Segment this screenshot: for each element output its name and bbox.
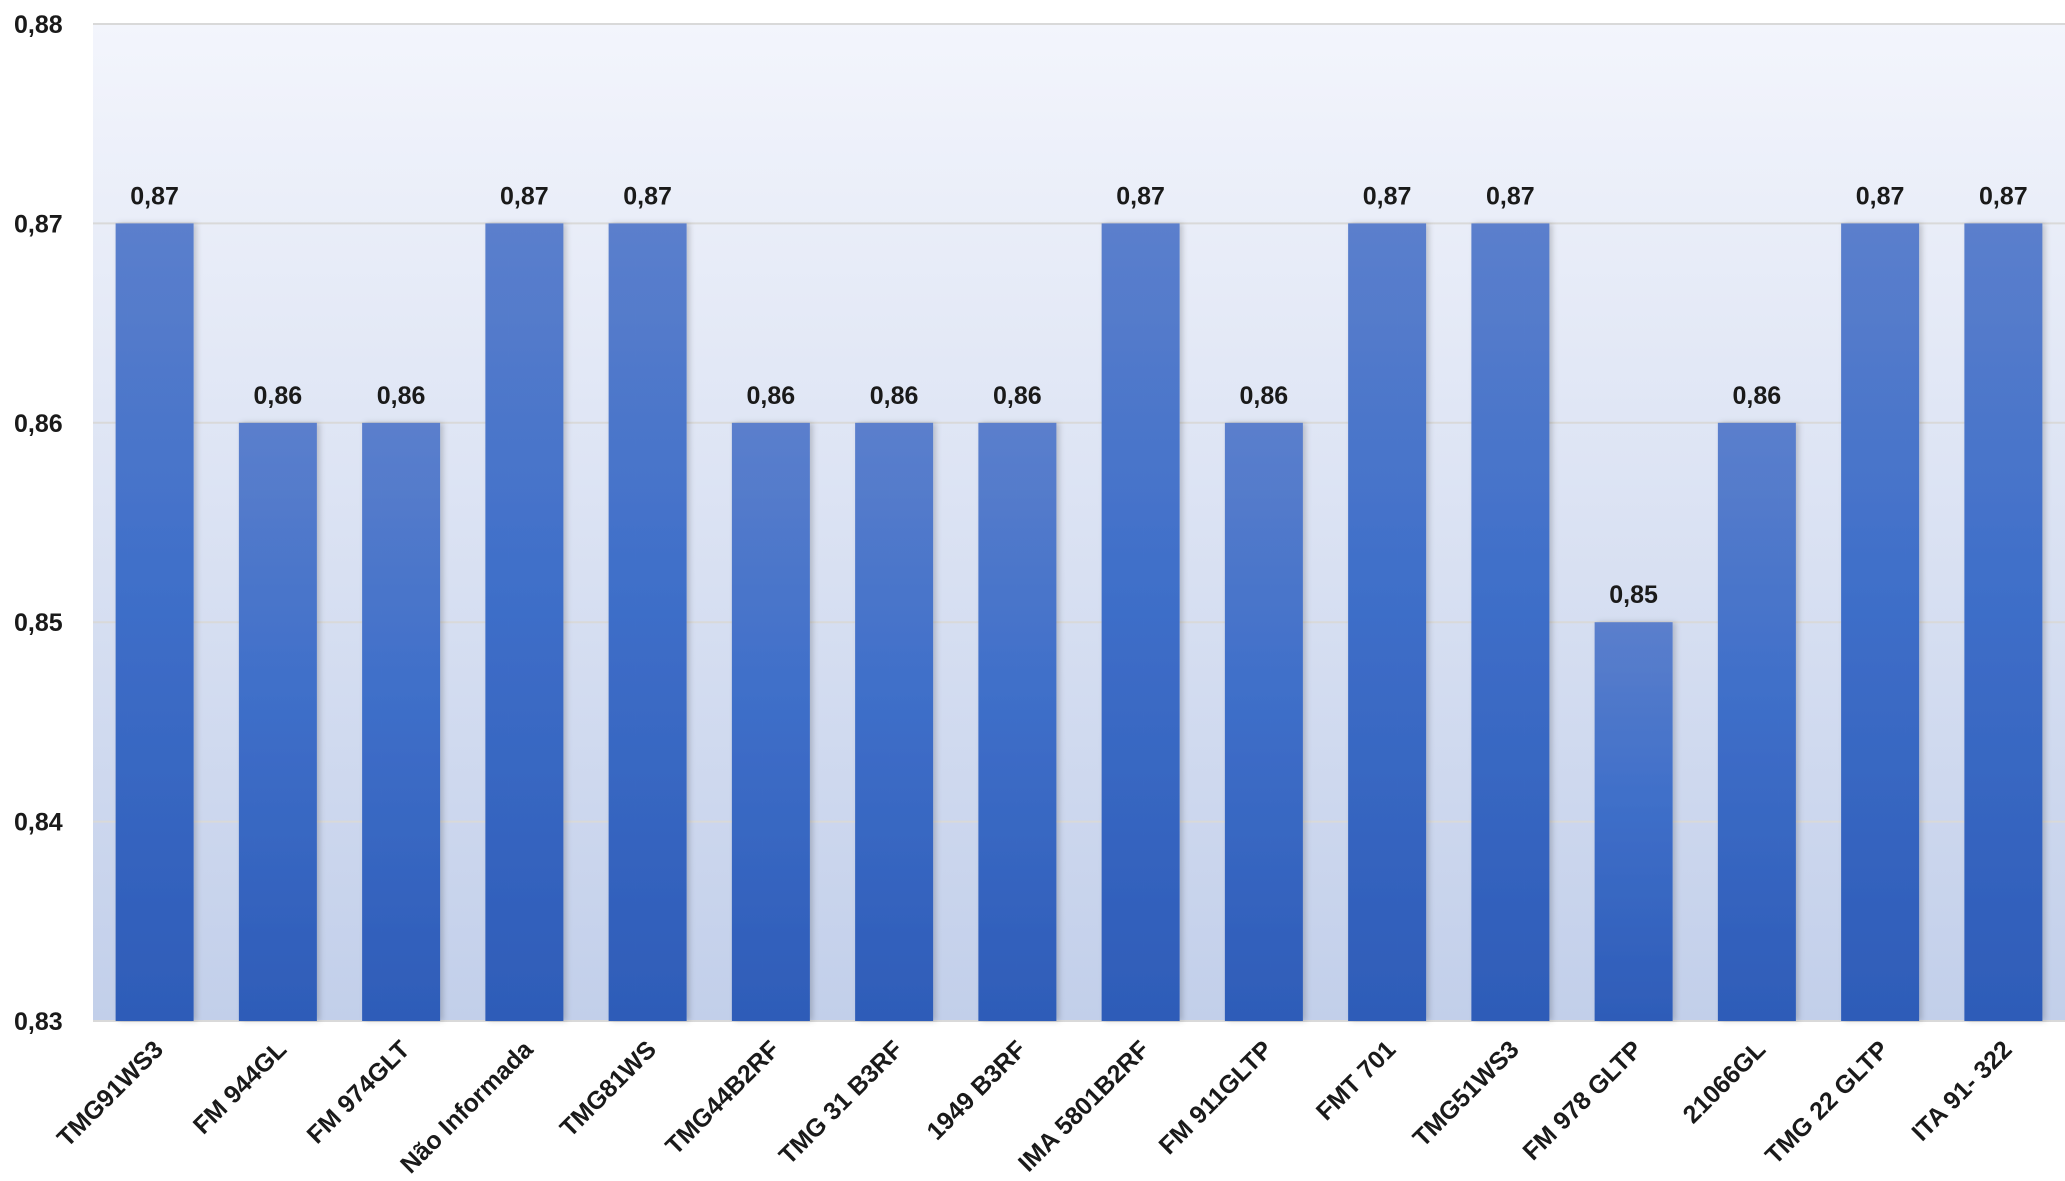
y-tick-label: 0,88	[14, 11, 63, 39]
bar	[1964, 223, 2043, 1021]
bar	[238, 422, 317, 1021]
x-tick-label: TMG 31 B3RF	[774, 1035, 909, 1170]
data-label: 0,87	[500, 182, 549, 210]
x-tick-label: 1949 B3RF	[921, 1035, 1031, 1145]
x-tick-label: FM 974GLT	[302, 1035, 416, 1149]
y-tick-label: 0,87	[14, 210, 63, 238]
x-tick-label: FM 978 GLTP	[1517, 1035, 1647, 1165]
data-label: 0,86	[1733, 382, 1782, 410]
y-tick-label: 0,86	[14, 410, 63, 438]
bar	[1224, 422, 1303, 1021]
y-tick-label: 0,83	[14, 1008, 63, 1036]
data-label: 0,87	[1486, 182, 1535, 210]
y-tick-label: 0,85	[14, 609, 63, 637]
data-label: 0,87	[1116, 182, 1165, 210]
data-label: 0,86	[1240, 382, 1289, 410]
x-tick-label: TMG91WS3	[52, 1035, 169, 1152]
data-label: 0,87	[1979, 182, 2028, 210]
x-tick-label: TMG44B2RF	[660, 1035, 785, 1160]
x-tick-label: 21066GL	[1678, 1035, 1772, 1129]
data-label: 0,86	[993, 382, 1042, 410]
bar	[1594, 622, 1673, 1021]
data-label: 0,86	[870, 382, 919, 410]
bar	[115, 223, 194, 1021]
x-tick-label: TMG51WS3	[1408, 1035, 1525, 1152]
data-label: 0,85	[1609, 581, 1658, 609]
bar	[1348, 223, 1427, 1021]
data-label: 0,87	[130, 182, 179, 210]
x-tick-label: Não Informada	[395, 1035, 539, 1179]
x-tick-label: TMG 22 GLTP	[1760, 1035, 1894, 1169]
x-tick-label: FMT 701	[1311, 1035, 1402, 1126]
bar	[978, 422, 1057, 1021]
data-label: 0,86	[377, 382, 426, 410]
data-label: 0,86	[254, 382, 303, 410]
y-axis-ticks: 0,83 0,84 0,85 0,86 0,87 0,88	[14, 11, 63, 1036]
bar	[731, 422, 810, 1021]
bar	[1471, 223, 1550, 1021]
y-tick-label: 0,84	[14, 809, 63, 837]
x-tick-label: FM 911GLTP	[1154, 1035, 1279, 1160]
data-label: 0,86	[747, 382, 796, 410]
x-tick-label: IMA 5801B2RF	[1013, 1035, 1155, 1177]
bar	[485, 223, 564, 1021]
bar	[608, 223, 687, 1021]
bar	[1717, 422, 1796, 1021]
x-tick-label: FM 944GL	[188, 1035, 292, 1139]
data-label: 0,87	[1363, 182, 1412, 210]
bars: 0,87 0,86 0,86 0,87 0,87 0,86 0,86 0,86 0,87 0,86…	[115, 182, 2043, 1021]
bar	[1841, 223, 1920, 1021]
x-tick-label: ITA 91- 322	[1906, 1035, 2017, 1146]
bar	[362, 422, 441, 1021]
data-label: 0,87	[1856, 182, 1905, 210]
data-label: 0,87	[623, 182, 672, 210]
bar	[1101, 223, 1180, 1021]
x-tick-label: TMG81WS	[555, 1035, 662, 1142]
bar	[855, 422, 934, 1021]
